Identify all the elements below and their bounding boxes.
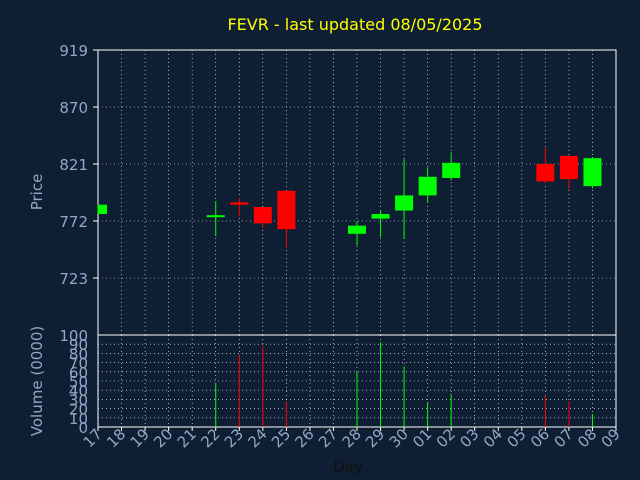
candle-body [371,214,390,219]
x-tick-label: 29 [362,425,388,451]
volume-tick-label: 10 [69,410,88,428]
x-tick-label: 24 [244,425,270,451]
x-axis-ticks: 1718192021222324252627282930010203040506… [80,425,624,451]
price-tick-label: 870 [59,99,88,117]
candle-body [277,190,296,230]
volume-series [215,342,593,427]
x-tick-label: 26 [292,425,318,451]
candle-body [98,204,107,215]
x-tick-label: 20 [150,425,176,451]
x-tick-label: 04 [480,425,506,451]
volume-tick-label: 20 [69,401,88,419]
candle-body [442,162,461,178]
candle-up [348,221,366,246]
candlestick-series [97,147,602,248]
candle-body [559,155,578,180]
candle-down [536,147,555,183]
candle-body [536,164,555,182]
x-tick-label: 28 [339,425,365,451]
price-plot-frame [97,49,617,336]
candle-up [395,159,414,239]
candle-down [559,155,578,190]
x-tick-label: 01 [409,425,435,451]
volume-tick-label: 0 [78,419,88,437]
x-tick-label: 22 [197,425,223,451]
x-tick-label: 19 [127,425,153,451]
volume-tick-label: 30 [69,391,88,409]
candle-up [97,204,107,215]
candle-body [206,215,225,218]
volume-tick-label: 70 [69,355,88,373]
volume-tick-label: 40 [69,382,88,400]
x-tick-label: 23 [221,425,247,451]
volume-tick-label: 80 [69,345,88,363]
price-tick-label: 919 [59,42,88,60]
candle-body [230,202,249,205]
volume-tick-label: 50 [69,373,88,391]
candle-down [253,207,272,228]
volume-tick-label: 100 [59,327,88,345]
candle-body [253,207,272,224]
volume-tick-label: 90 [69,336,88,354]
price-axis-label: Price [28,174,46,211]
x-tick-label: 21 [174,425,200,451]
x-axis-label: Day [333,458,363,476]
x-tick-label: 18 [103,425,129,451]
candle-up [206,201,225,237]
price-axis-ticks: 723 772 821 870 919 [59,42,98,288]
candle-up [371,210,390,238]
chart-title: FEVR - last updated 08/05/2025 [227,15,482,34]
candle-up [418,167,437,203]
volume-axis-label: Volume (0000) [28,326,46,436]
volume-tick-label: 60 [69,364,88,382]
candle-up [442,152,461,181]
candle-body [418,176,437,196]
x-tick-label: 06 [527,425,553,451]
x-tick-label: 08 [574,425,600,451]
x-tick-label: 07 [551,425,577,451]
x-tick-label: 25 [268,425,294,451]
x-tick-label: 30 [386,425,412,451]
candle-down [230,197,249,217]
x-tick-label: 02 [433,425,459,451]
x-tick-label: 03 [456,425,482,451]
candle-up [583,157,602,189]
price-tick-label: 772 [59,213,88,231]
x-tick-label: 27 [315,425,341,451]
candle-body [583,158,602,187]
price-tick-label: 821 [59,156,88,174]
x-tick-label: 09 [598,425,624,451]
candle-down [277,190,296,248]
candle-body [348,225,366,234]
candle-body [395,195,414,211]
x-tick-label: 05 [503,425,529,451]
price-tick-label: 723 [59,270,88,288]
